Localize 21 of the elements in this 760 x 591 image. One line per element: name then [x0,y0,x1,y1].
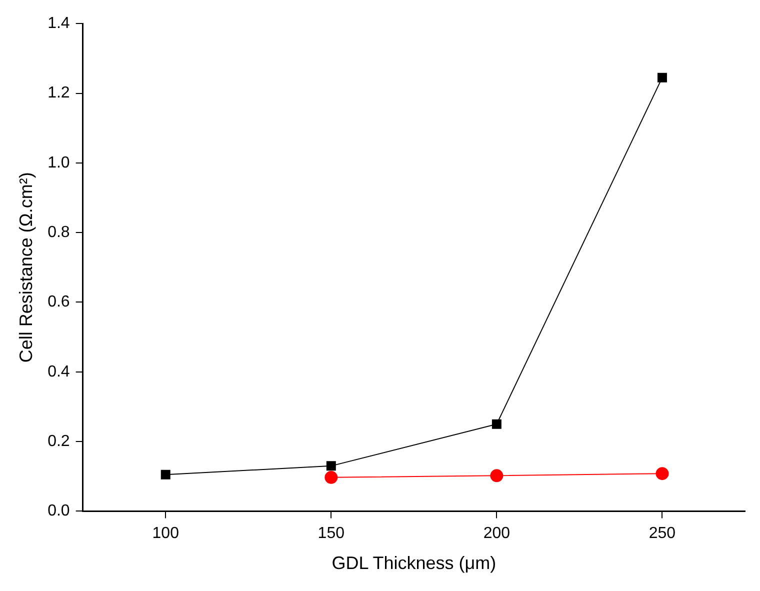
y-tick-label: 1.4 [48,15,70,32]
x-tick-label: 250 [648,525,676,542]
y-tick-label: 1.0 [48,154,70,172]
x-axis-title: GDL Thickness (μm) [332,553,496,574]
y-tick-label: 0.6 [48,294,70,311]
point [326,461,336,471]
point [656,467,669,480]
point [490,469,504,482]
point [324,470,338,484]
y-tick-label: 0.8 [48,224,70,241]
x-tick-label: 150 [318,525,345,542]
y-axis-title: Cell Resistance (Ω.cm²) [16,172,36,363]
x-tick-label: 200 [483,525,510,542]
y-tick-label: 0.4 [48,363,70,380]
y-tick-label: 0.2 [48,432,70,450]
y-tick-label: 1.2 [48,84,70,102]
y-tick-label: 0.0 [48,502,70,520]
point [492,419,502,429]
point [160,470,170,480]
point [657,72,667,82]
x-tick-label: 100 [152,525,180,542]
